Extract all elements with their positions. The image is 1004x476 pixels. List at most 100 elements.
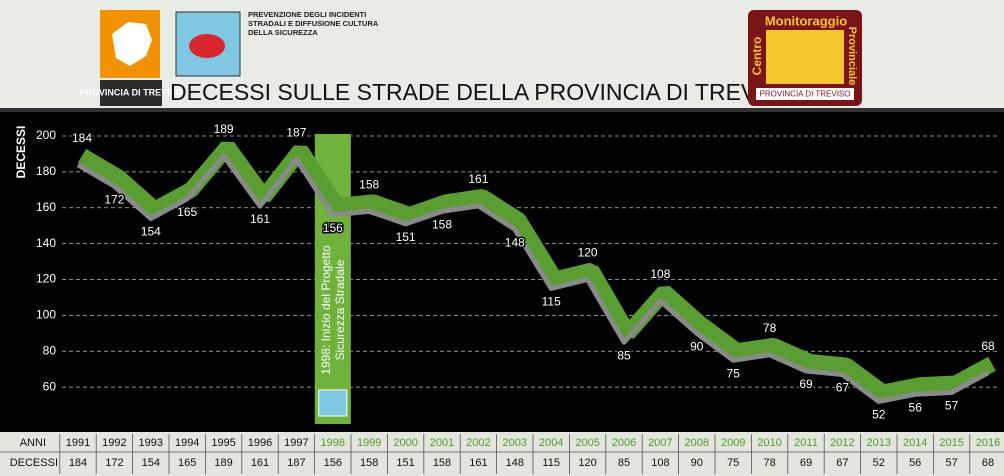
table-year: 2005 <box>575 437 599 449</box>
table-year: 2006 <box>612 437 636 449</box>
table-bg <box>0 432 1004 476</box>
table-year: 1997 <box>284 437 308 449</box>
data-label: 154 <box>141 225 161 239</box>
table-value: 151 <box>396 457 414 469</box>
right-logo-text: Monitoraggio <box>765 13 847 28</box>
table-value: 78 <box>763 457 775 469</box>
table-year: 2014 <box>903 437 927 449</box>
table-value: 148 <box>506 457 524 469</box>
y-tick-label: 80 <box>43 343 57 357</box>
table-year: 1993 <box>139 437 163 449</box>
ribbon <box>77 141 996 401</box>
logo-car <box>189 34 225 58</box>
table-year: 2015 <box>939 437 963 449</box>
table-year: 2013 <box>867 437 891 449</box>
table-value: 165 <box>178 457 196 469</box>
table-label: DECESSI <box>10 457 58 469</box>
table-year: 2008 <box>685 437 709 449</box>
table-value: 161 <box>469 457 487 469</box>
table-label: ANNI <box>20 437 46 449</box>
data-label: 108 <box>650 267 670 281</box>
table-year: 1992 <box>102 437 126 449</box>
right-logo-footer-bg <box>756 88 854 100</box>
table-value: 158 <box>433 457 451 469</box>
y-axis-label: DECESSI <box>14 126 28 179</box>
table-year: 1999 <box>357 437 381 449</box>
line <box>76 153 990 404</box>
y-tick-label: 60 <box>43 379 57 393</box>
data-label: 85 <box>617 348 631 362</box>
table-year: 1994 <box>175 437 199 449</box>
table-year: 1991 <box>66 437 90 449</box>
table-value: 115 <box>542 457 560 469</box>
table-year: 2011 <box>794 437 818 449</box>
table-year: 1995 <box>211 437 235 449</box>
table-value: 158 <box>360 457 378 469</box>
table-value: 57 <box>945 457 957 469</box>
table-value: 161 <box>251 457 269 469</box>
table-year: 1996 <box>248 437 272 449</box>
table-value: 120 <box>578 457 596 469</box>
right-logo-text: Centro <box>750 37 764 76</box>
table-value: 172 <box>105 457 123 469</box>
data-label: 56 <box>909 400 923 414</box>
right-logo-text: Provinciale <box>846 27 858 86</box>
subtitle-line: PREVENZIONE DEGLI INCIDENTI <box>248 10 366 19</box>
table-value: 52 <box>873 457 885 469</box>
table-year: 2001 <box>430 437 454 449</box>
table-year: 2010 <box>757 437 781 449</box>
table-year: 2009 <box>721 437 745 449</box>
annotation-text: Sicurezza Stradale <box>333 259 347 360</box>
data-label: 148 <box>505 235 525 249</box>
table-value: 154 <box>142 457 160 469</box>
y-tick-label: 180 <box>36 164 56 178</box>
right-logo-inner <box>766 30 844 84</box>
table-value: 108 <box>651 457 669 469</box>
table-value: 69 <box>800 457 812 469</box>
table-year: 2004 <box>539 437 563 449</box>
annotation-icon <box>318 389 348 417</box>
table-value: 68 <box>982 457 994 469</box>
data-label: 90 <box>690 339 704 353</box>
data-label: 52 <box>872 408 886 422</box>
right-logo-footer: PROVINCIA DI TREVISO <box>760 90 851 99</box>
y-tick-label: 160 <box>36 200 56 214</box>
data-label: 172 <box>104 192 124 206</box>
chart-title: DECESSI SULLE STRADE DELLA PROVINCIA DI … <box>170 79 796 105</box>
table-year: 2003 <box>503 437 527 449</box>
data-label: 165 <box>177 205 197 219</box>
data-label: 151 <box>396 230 416 244</box>
table-year: 2016 <box>976 437 1000 449</box>
logo-shape <box>112 22 152 66</box>
table-year: 2002 <box>466 437 490 449</box>
data-label: 115 <box>542 295 561 309</box>
data-label: 184 <box>72 131 92 145</box>
table-value: 85 <box>618 457 630 469</box>
subtitle-line: DELLA SICUREZZA <box>248 28 318 37</box>
y-tick-label: 140 <box>36 236 56 250</box>
data-label: 156 <box>323 221 343 235</box>
subtitle-line: STRADALI E DIFFUSIONE CULTURA <box>248 19 379 28</box>
data-label: 67 <box>836 381 850 395</box>
data-label: 69 <box>799 377 813 391</box>
data-label: 187 <box>286 125 306 139</box>
logo-text: PROVINCIA DI TREVISO <box>79 87 182 97</box>
data-label: 120 <box>578 246 598 260</box>
header-border <box>0 108 1004 112</box>
data-label: 68 <box>981 339 995 353</box>
data-label: 57 <box>945 399 959 413</box>
data-label: 189 <box>214 122 234 136</box>
data-label: 161 <box>468 172 488 186</box>
table-year: 2000 <box>393 437 417 449</box>
data-label: 75 <box>727 366 741 380</box>
logo-box <box>100 80 162 106</box>
data-label: 78 <box>763 321 777 335</box>
data-label: 158 <box>432 218 452 232</box>
y-tick-label: 200 <box>36 128 56 142</box>
table-value: 56 <box>909 457 921 469</box>
y-tick-label: 100 <box>36 308 56 322</box>
table-year: 2007 <box>648 437 672 449</box>
table-value: 90 <box>691 457 703 469</box>
table-value: 189 <box>214 457 232 469</box>
